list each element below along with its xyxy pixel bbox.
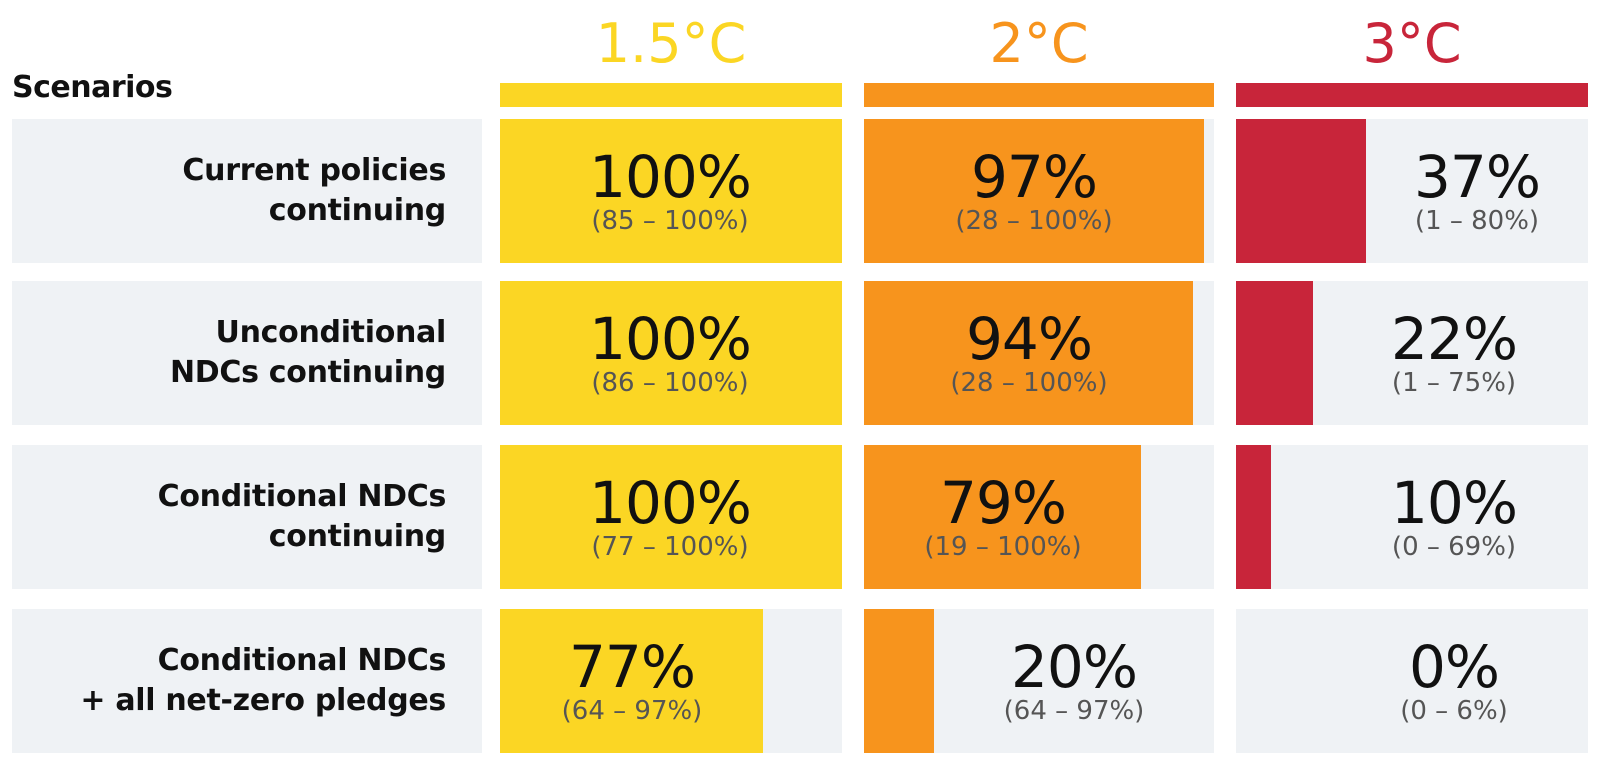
cell-label: 94% (28 – 100%)	[879, 281, 1179, 425]
probability-bar	[500, 119, 842, 263]
probability-range: (28 – 100%)	[950, 368, 1108, 398]
cell-label: 100% (77 – 100%)	[520, 445, 820, 589]
probability-value: 77%	[569, 633, 696, 701]
probability-value: 79%	[940, 469, 1067, 537]
probability-range: (77 – 100%)	[591, 532, 749, 562]
row-label-line: continuing	[268, 193, 447, 228]
column-color-bar-2	[1236, 83, 1588, 107]
cell-label: 100% (86 – 100%)	[520, 281, 820, 425]
cell-label: 0% (0 – 6%)	[1304, 609, 1600, 753]
row-label-background	[12, 445, 482, 589]
column-title-0: 1.5°C	[595, 12, 747, 75]
probability-range: (86 – 100%)	[591, 368, 749, 398]
cell-background	[1236, 445, 1588, 589]
probability-range: (0 – 69%)	[1391, 532, 1517, 562]
column-title-1: 2°C	[989, 12, 1089, 75]
row-label-background	[12, 119, 482, 263]
row-label-2: Conditional NDCs continuing	[20, 445, 447, 589]
probability-bar	[500, 445, 842, 589]
probability-range: (0 – 6%)	[1400, 696, 1508, 726]
cell-label: 100% (85 – 100%)	[520, 119, 820, 263]
probability-bar	[500, 609, 763, 753]
probability-range: (64 – 97%)	[561, 696, 703, 726]
probability-value: 0%	[1408, 633, 1500, 701]
probability-bar	[1236, 281, 1313, 425]
row-label-line: + all net-zero pledges	[80, 683, 446, 718]
row-label-line: Current policies	[182, 153, 446, 188]
cell-label: 20% (64 – 97%)	[924, 609, 1224, 753]
row-label-line: Unconditional	[215, 315, 447, 350]
row-label-line: Conditional NDCs	[157, 479, 447, 514]
probability-range: (1 – 75%)	[1391, 368, 1517, 398]
probability-value: 100%	[589, 143, 752, 211]
row-label-0: Current policies continuing	[20, 119, 446, 263]
probability-bar	[500, 281, 842, 425]
probability-range: (64 – 97%)	[1003, 696, 1145, 726]
probability-bar	[1236, 445, 1271, 589]
row-label-line: NDCs continuing	[169, 355, 446, 390]
column-color-bar-1	[864, 83, 1214, 107]
probability-range: (1 – 80%)	[1414, 206, 1540, 236]
probability-value: 20%	[1011, 633, 1138, 701]
cell-label: 10% (0 – 69%)	[1304, 445, 1600, 589]
probability-range: (28 – 100%)	[955, 206, 1113, 236]
row-label-line: Conditional NDCs	[157, 643, 447, 678]
probability-range: (85 – 100%)	[591, 206, 749, 236]
cell-label: 79% (19 – 100%)	[853, 445, 1153, 589]
cell-label: 77% (64 – 97%)	[482, 609, 782, 753]
column-color-bar-0	[500, 83, 842, 107]
probability-value: 100%	[589, 469, 752, 537]
cell-label: 22% (1 – 75%)	[1304, 281, 1600, 425]
row-label-background	[12, 609, 482, 753]
probability-bar	[1236, 119, 1366, 263]
cell-background	[1236, 609, 1588, 753]
probability-bar	[864, 119, 1204, 263]
row-header-scenarios: Scenarios	[12, 70, 173, 105]
row-label-1: Unconditional NDCs continuing	[20, 281, 446, 425]
probability-value: 10%	[1391, 469, 1518, 537]
probability-value: 22%	[1391, 305, 1518, 373]
row-label-3: Conditional NDCs + all net-zero pledges	[20, 609, 446, 753]
probability-range: (19 – 100%)	[924, 532, 1082, 562]
probability-bar	[864, 281, 1193, 425]
row-label-line: continuing	[268, 519, 447, 554]
probability-value: 94%	[966, 305, 1093, 373]
probability-value: 100%	[589, 305, 752, 373]
probability-bar	[864, 445, 1141, 589]
cell-label: 37% (1 – 80%)	[1327, 119, 1600, 263]
row-label-background	[12, 281, 482, 425]
column-title-2: 3°C	[1362, 12, 1462, 75]
probability-bar	[864, 609, 934, 753]
probability-value: 37%	[1414, 143, 1541, 211]
cell-label: 97% (28 – 100%)	[884, 119, 1184, 263]
probability-value: 97%	[971, 143, 1098, 211]
